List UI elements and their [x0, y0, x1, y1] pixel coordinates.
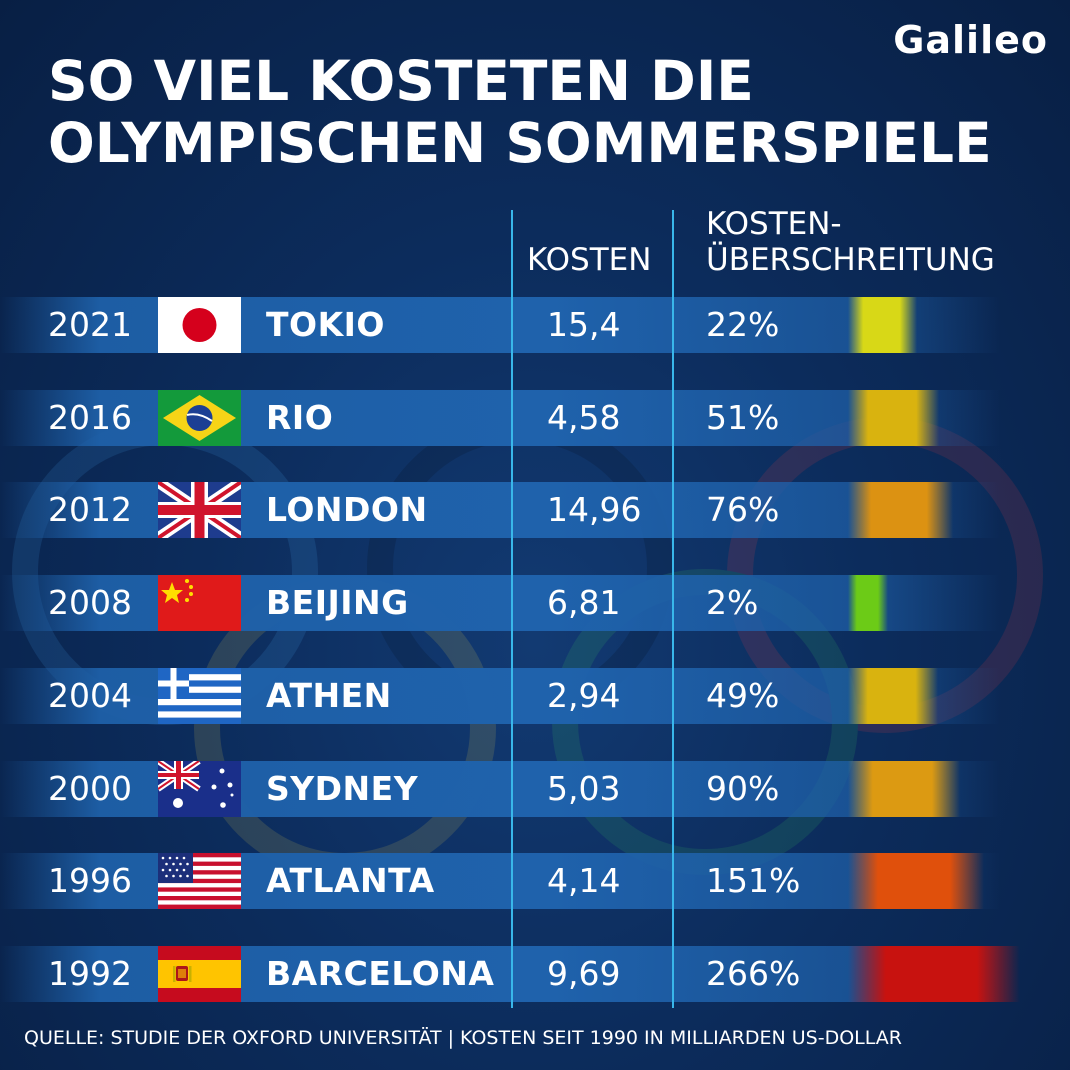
table-row: 2016 RIO 4,58 51%	[0, 390, 1000, 446]
overrun-bar	[848, 575, 888, 631]
row-overrun: 90%	[706, 769, 780, 808]
row-overrun: 22%	[706, 305, 780, 344]
row-overrun: 266%	[706, 954, 801, 993]
row-overrun: 76%	[706, 490, 780, 529]
overrun-bar	[848, 761, 960, 817]
ring-black	[367, 415, 673, 721]
table-row: 2021 TOKIO 15,4 22%	[0, 297, 1000, 353]
brazil-flag	[158, 390, 241, 446]
row-cost: 5,03	[547, 769, 621, 808]
source-footer: QUELLE: STUDIE DER OXFORD UNIVERSITÄT | …	[24, 1027, 902, 1049]
row-year: 2021	[48, 305, 132, 344]
row-year: 2000	[48, 769, 132, 808]
japan-flag	[158, 297, 241, 353]
china-flag	[158, 575, 241, 631]
table-row: 1996 ATLANTA 4,14 151%	[0, 853, 1000, 909]
table-row: 2000 SYDNEY 5,03 90%	[0, 758, 1000, 817]
table-row: 2004 ATHEN 2,94 49%	[0, 668, 1000, 724]
row-cost: 4,14	[547, 861, 621, 900]
row-city: LONDON	[266, 490, 428, 529]
row-city: ATHEN	[266, 676, 392, 715]
row-city: SYDNEY	[266, 769, 419, 808]
row-cost: 4,58	[547, 398, 621, 437]
row-year: 2004	[48, 676, 132, 715]
overrun-bar	[848, 853, 984, 909]
usa-flag	[158, 853, 241, 909]
greece-flag	[158, 668, 241, 724]
row-city: ATLANTA	[266, 861, 435, 900]
row-cost: 15,4	[547, 305, 621, 344]
row-cost: 9,69	[547, 954, 621, 993]
table-row: 1992 BARCELONA 9,69 266%	[0, 946, 1020, 1002]
australia-flag	[156, 758, 241, 817]
divider-line-left	[511, 210, 513, 1008]
row-overrun: 151%	[706, 861, 801, 900]
row-city: RIO	[266, 398, 334, 437]
divider-line-right	[672, 210, 674, 1008]
ring-yellow	[194, 577, 496, 879]
row-city: BARCELONA	[266, 954, 495, 993]
row-overrun: 2%	[706, 583, 759, 622]
overrun-bar	[848, 482, 953, 538]
row-year: 1992	[48, 954, 132, 993]
overrun-bar	[848, 946, 1020, 1002]
column-header-overrun-line1: KOSTEN-	[706, 206, 842, 242]
row-cost: 2,94	[547, 676, 621, 715]
title-line-1: SO VIEL KOSTETEN DIE	[48, 49, 754, 113]
row-city: BEIJING	[266, 583, 409, 622]
row-year: 2008	[48, 583, 132, 622]
overrun-bar	[848, 390, 939, 446]
row-year: 1996	[48, 861, 132, 900]
row-year: 2012	[48, 490, 132, 529]
overrun-bar	[848, 668, 938, 724]
overrun-bar	[848, 297, 917, 353]
row-year: 2016	[48, 398, 132, 437]
row-cost: 14,96	[547, 490, 642, 529]
spain-flag	[158, 946, 241, 1002]
column-header-kosten: KOSTEN	[527, 242, 652, 278]
uk-flag	[154, 477, 245, 543]
column-header-overrun-line2: ÜBERSCHREITUNG	[706, 242, 995, 278]
title-line-2: OLYMPISCHEN SOMMERSPIELE	[48, 111, 992, 175]
row-overrun: 51%	[706, 398, 780, 437]
page-title: SO VIEL KOSTETEN DIE OLYMPISCHEN SOMMERS…	[48, 50, 1058, 174]
galileo-logo: Galileo	[893, 18, 1048, 62]
table-row: 2008 BEIJING 6,81 2%	[0, 575, 1000, 631]
row-cost: 6,81	[547, 583, 621, 622]
row-city: TOKIO	[266, 305, 385, 344]
row-overrun: 49%	[706, 676, 780, 715]
table-row: 2012 LONDON 14,96 76%	[0, 477, 1000, 543]
